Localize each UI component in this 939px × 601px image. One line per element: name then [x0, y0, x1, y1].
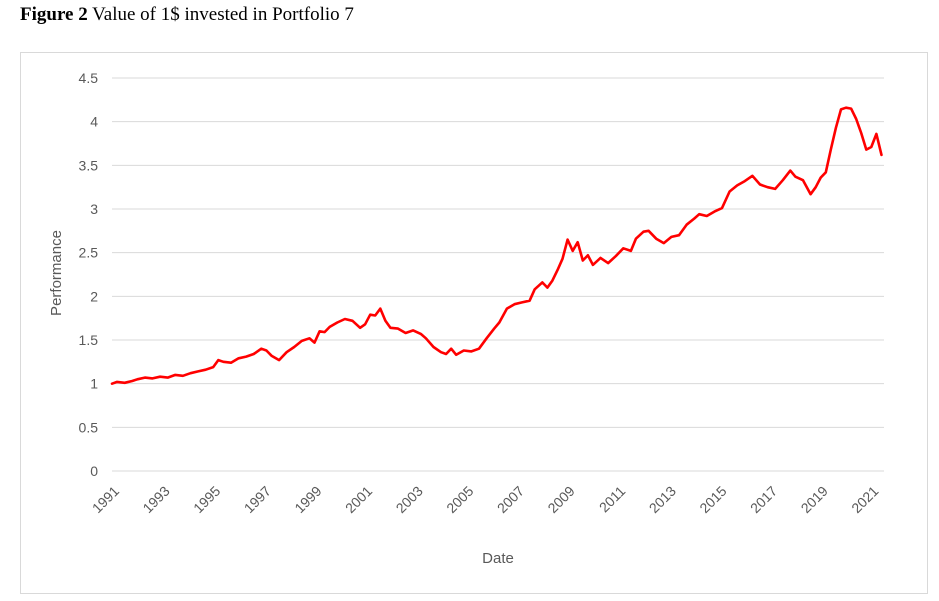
x-tick-label: 2003: [393, 483, 426, 516]
figure-caption: Figure 2 Value of 1$ invested in Portfol…: [20, 4, 354, 26]
y-tick-label: 1.5: [79, 332, 99, 348]
y-axis-title: Performance: [48, 230, 65, 316]
x-axis-ticks: 1991 1993 1995 1997 1999 2001 2003 2005 2007 2009…: [89, 483, 882, 516]
x-tick-label: 2009: [544, 483, 577, 516]
x-tick-label: 2001: [342, 483, 375, 516]
y-tick-label: 0.5: [79, 419, 99, 435]
x-tick-label: 2011: [596, 483, 629, 516]
y-tick-label: 2.5: [79, 245, 99, 261]
figure-label: Figure 2: [20, 4, 88, 25]
y-axis-ticks: 0 0.5 1 1.5 2 2.5 3 3.5 4 4.5: [79, 70, 99, 479]
y-tick-label: 1: [90, 376, 98, 392]
chart-area: [20, 52, 928, 594]
x-tick-label: 2005: [443, 483, 476, 516]
y-tick-label: 2: [90, 288, 98, 304]
y-tick-label: 4: [90, 114, 98, 130]
x-tick-label: 2019: [797, 483, 830, 516]
x-tick-label: 1999: [291, 483, 324, 516]
gridlines: [112, 77, 884, 472]
x-tick-label: 2013: [646, 483, 679, 516]
series-group: [110, 106, 883, 385]
x-tick-label: 1993: [139, 483, 172, 516]
x-tick-label: 1997: [241, 483, 274, 516]
figure-title: Value of 1$ invested in Portfolio 7: [92, 4, 354, 25]
x-axis-title: Date: [482, 550, 514, 567]
x-tick-label: 2015: [696, 483, 729, 516]
x-tick-label: 1995: [190, 483, 223, 516]
series-line: [110, 106, 883, 385]
x-tick-label: 2017: [747, 483, 780, 516]
x-tick-label: 1991: [89, 483, 122, 516]
x-tick-label: 2007: [494, 483, 527, 516]
y-tick-label: 4.5: [79, 70, 99, 86]
y-tick-label: 3.5: [79, 157, 99, 173]
x-tick-label: 2021: [848, 483, 881, 516]
y-tick-label: 3: [90, 201, 98, 217]
y-tick-label: 0: [90, 463, 98, 479]
